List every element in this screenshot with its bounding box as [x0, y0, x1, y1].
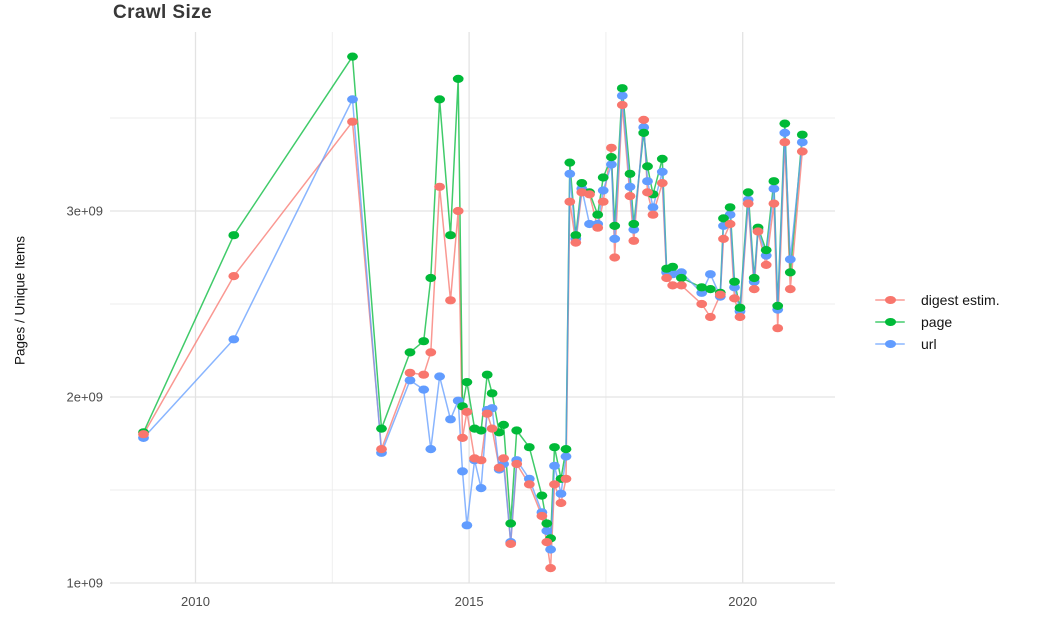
svg-text:2015: 2015: [455, 594, 484, 609]
series-line-page: [142, 55, 804, 540]
svg-text:2010: 2010: [181, 594, 210, 609]
series-line-url: [142, 94, 804, 551]
legend-label: url: [921, 336, 937, 352]
gridlines: [110, 32, 835, 584]
series-line-digest-estim-: [142, 104, 804, 569]
legend-key-digest-estim: [875, 292, 905, 308]
legend-key-page: [875, 314, 905, 330]
legend-label: page: [921, 314, 953, 330]
legend-item-digest-estim: digest estim.: [875, 292, 1000, 308]
legend-key-url: [875, 336, 905, 352]
legend-item-url: url: [875, 336, 1000, 352]
series-points-digest-estim-: [138, 100, 808, 573]
x-axis-tick-labels: 2010 2015 2020: [181, 594, 757, 609]
svg-text:2e+09: 2e+09: [66, 390, 103, 405]
legend-point-icon: [885, 318, 896, 326]
svg-text:1e+09: 1e+09: [66, 576, 103, 591]
svg-text:3e+09: 3e+09: [66, 204, 103, 219]
legend-point-icon: [885, 296, 896, 304]
legend-point-icon: [885, 340, 896, 348]
svg-text:2020: 2020: [728, 594, 757, 609]
series-points-page: [138, 52, 808, 543]
chart-title: Crawl Size: [113, 2, 213, 23]
legend: digest estim. page url: [875, 292, 1000, 352]
series-points-url: [138, 91, 808, 554]
y-axis-tick-labels: 1e+09 2e+09 3e+09: [66, 204, 103, 591]
legend-item-page: page: [875, 314, 1000, 330]
legend-label: digest estim.: [921, 292, 1000, 308]
